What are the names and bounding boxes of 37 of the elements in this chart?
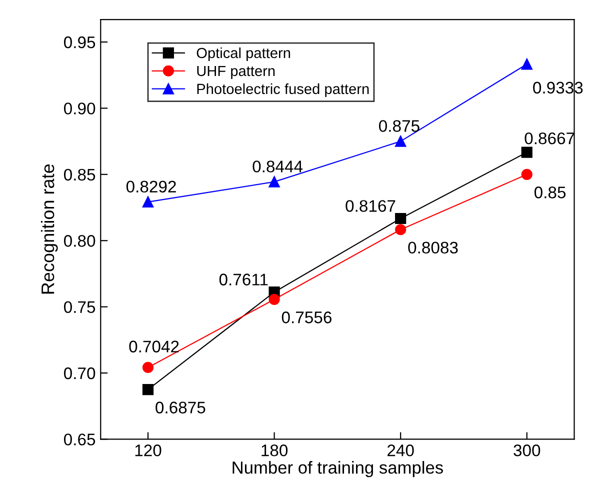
legend-label: UHF pattern [197,66,275,80]
point [268,294,280,305]
x-tick-label: 300 [514,444,540,456]
y-tick-label: 0.70 [64,367,96,380]
point [395,136,406,147]
x-axis-title: Number of training samples [232,460,443,478]
data-label: 0.7042 [129,340,179,352]
data-label: 0.7556 [282,312,332,324]
data-label: 0.8167 [346,200,396,212]
legend-label: Optical pattern [196,47,290,62]
y-tick-label: 0.65 [64,434,96,446]
x-tick-label: 240 [388,444,414,456]
point [521,168,532,180]
point [142,384,154,396]
point [395,224,406,236]
x-tick-label: 120 [135,444,162,456]
data-label: 0.875 [379,120,420,132]
point [142,196,154,208]
y-tick-label: 0.95 [64,36,96,48]
data-label: 0.6875 [156,402,206,414]
point [521,146,532,158]
point [395,212,406,224]
y-axis-title: Recognition rate [40,164,58,294]
y-tick-label: 0.80 [64,235,96,247]
x-tick-label: 180 [262,444,288,456]
legend-label: Photoelectric fused pattern [197,83,369,97]
data-label: 0.7611 [219,274,268,286]
y-tick-label: 0.85 [64,168,96,181]
y-tick-label: 0.90 [64,102,96,114]
data-label: 0.8444 [252,160,303,172]
data-label: 0.85 [534,186,566,198]
data-label: 0.8083 [408,242,458,254]
point [142,362,154,373]
point [268,176,280,188]
data-label: 0.8292 [126,180,176,193]
point [521,58,532,70]
y-tick-label: 0.75 [64,301,96,314]
